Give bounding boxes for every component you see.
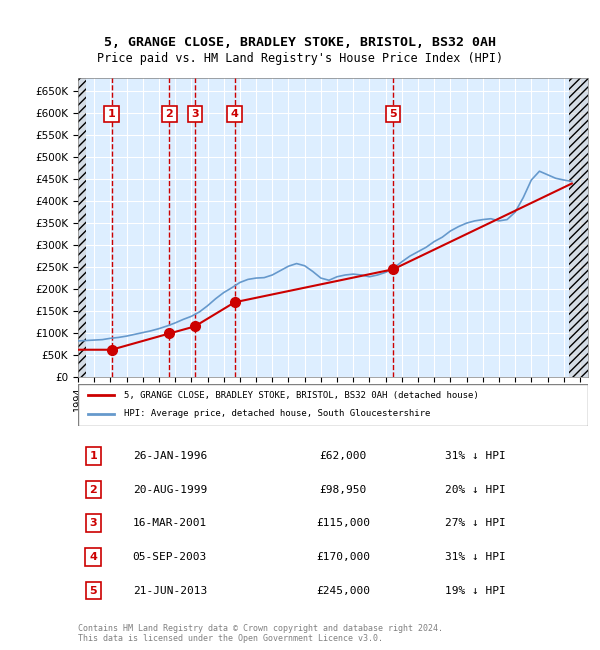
- Text: 1: 1: [107, 109, 115, 119]
- Text: 16-MAR-2001: 16-MAR-2001: [133, 518, 207, 528]
- Text: 1: 1: [89, 451, 97, 461]
- Text: 05-SEP-2003: 05-SEP-2003: [133, 552, 207, 562]
- Bar: [569, 78, 588, 377]
- Text: £245,000: £245,000: [316, 586, 370, 595]
- Text: 5: 5: [89, 586, 97, 595]
- Text: £62,000: £62,000: [320, 451, 367, 461]
- Text: 3: 3: [89, 518, 97, 528]
- Text: £170,000: £170,000: [316, 552, 370, 562]
- Text: 3: 3: [191, 109, 199, 119]
- Bar: [78, 78, 86, 377]
- Text: £98,950: £98,950: [320, 484, 367, 495]
- Text: 4: 4: [231, 109, 239, 119]
- Text: 19% ↓ HPI: 19% ↓ HPI: [445, 586, 506, 595]
- Text: 27% ↓ HPI: 27% ↓ HPI: [445, 518, 506, 528]
- Text: 5, GRANGE CLOSE, BRADLEY STOKE, BRISTOL, BS32 0AH: 5, GRANGE CLOSE, BRADLEY STOKE, BRISTOL,…: [104, 36, 496, 49]
- Text: 20% ↓ HPI: 20% ↓ HPI: [445, 484, 506, 495]
- Text: 20-AUG-1999: 20-AUG-1999: [133, 484, 207, 495]
- Text: 21-JUN-2013: 21-JUN-2013: [133, 586, 207, 595]
- Text: 2: 2: [166, 109, 173, 119]
- Bar: [78, 78, 86, 377]
- Text: HPI: Average price, detached house, South Gloucestershire: HPI: Average price, detached house, Sout…: [124, 410, 430, 419]
- Text: 5, GRANGE CLOSE, BRADLEY STOKE, BRISTOL, BS32 0AH (detached house): 5, GRANGE CLOSE, BRADLEY STOKE, BRISTOL,…: [124, 391, 479, 400]
- Text: 31% ↓ HPI: 31% ↓ HPI: [445, 451, 506, 461]
- Text: Price paid vs. HM Land Registry's House Price Index (HPI): Price paid vs. HM Land Registry's House …: [97, 52, 503, 65]
- Text: Contains HM Land Registry data © Crown copyright and database right 2024.
This d: Contains HM Land Registry data © Crown c…: [78, 624, 443, 644]
- Text: 31% ↓ HPI: 31% ↓ HPI: [445, 552, 506, 562]
- Text: 5: 5: [389, 109, 397, 119]
- Text: 2: 2: [89, 484, 97, 495]
- Text: £115,000: £115,000: [316, 518, 370, 528]
- Text: 26-JAN-1996: 26-JAN-1996: [133, 451, 207, 461]
- Text: 4: 4: [89, 552, 97, 562]
